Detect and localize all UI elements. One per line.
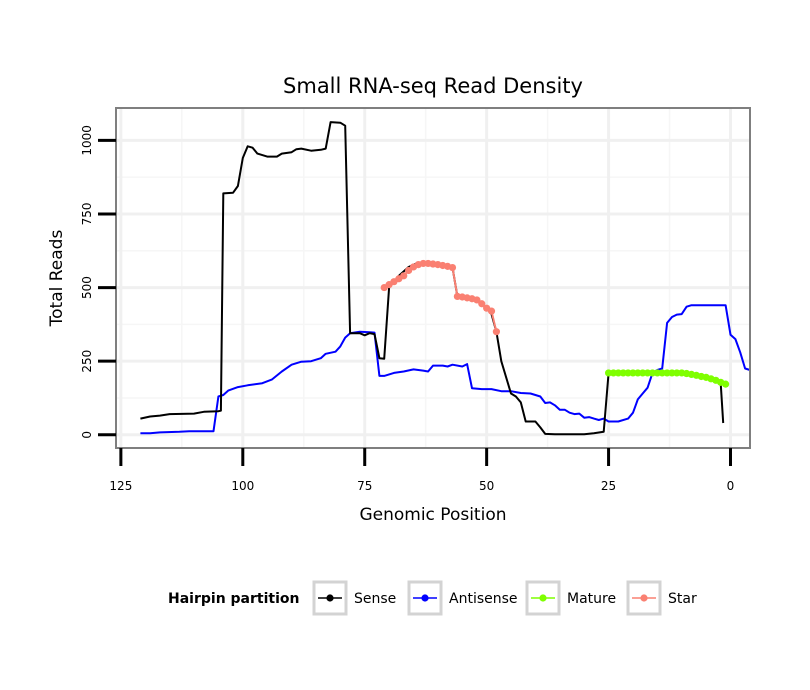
data-point-star — [478, 300, 486, 308]
legend-title: Hairpin partition — [168, 591, 299, 607]
legend-key-point — [640, 594, 648, 602]
y-axis-title: Total Reads — [47, 230, 67, 328]
y-tick-label: 1000 — [80, 125, 94, 156]
legend-label-mature: Mature — [567, 591, 616, 607]
legend-key-point — [539, 594, 547, 602]
chart-title: Small RNA-seq Read Density — [283, 74, 583, 98]
data-point-star — [448, 263, 457, 272]
legend-label-antisense: Antisense — [449, 591, 518, 607]
legend-entry-antisense: Antisense — [407, 580, 518, 616]
y-tick-label: 750 — [80, 203, 94, 226]
x-tick-label: 0 — [727, 479, 735, 493]
y-tick-label: 250 — [80, 350, 94, 373]
data-point-mature — [722, 380, 730, 388]
y-tick-label: 0 — [80, 431, 94, 439]
data-point-star — [400, 272, 408, 280]
data-point-star — [473, 296, 481, 304]
legend-entry-sense: Sense — [312, 580, 396, 616]
plot-background — [116, 108, 750, 448]
series-line-antisense — [140, 304, 751, 435]
x-axis-title: Genomic Position — [359, 505, 506, 525]
legend-label-sense: Sense — [354, 591, 396, 607]
legend-key-point — [326, 594, 334, 602]
y-axis: 0 250 500 750 1000 — [80, 125, 116, 439]
legend-entries: Sense Antisense Mature Star — [312, 580, 697, 616]
x-tick-label: 75 — [357, 479, 372, 493]
data-point-star — [492, 328, 500, 336]
plot-border — [115, 107, 751, 449]
plot-panel — [115, 107, 751, 449]
x-tick-label: 25 — [601, 479, 616, 493]
legend-entry-mature: Mature — [525, 580, 616, 616]
x-tick-label: 100 — [231, 479, 254, 493]
x-tick-label: 125 — [109, 479, 132, 493]
legend-entry-star: Star — [626, 580, 697, 616]
data-point-star — [487, 307, 496, 315]
x-axis: 125 100 75 50 25 0 — [109, 448, 734, 493]
legend: Hairpin partition Sense Antisense Mature St… — [168, 580, 697, 616]
y-tick-label: 500 — [80, 276, 94, 299]
x-tick-label: 50 — [479, 479, 494, 493]
legend-key-point — [421, 594, 429, 602]
series-layer — [140, 121, 751, 436]
legend-label-star: Star — [668, 591, 697, 607]
